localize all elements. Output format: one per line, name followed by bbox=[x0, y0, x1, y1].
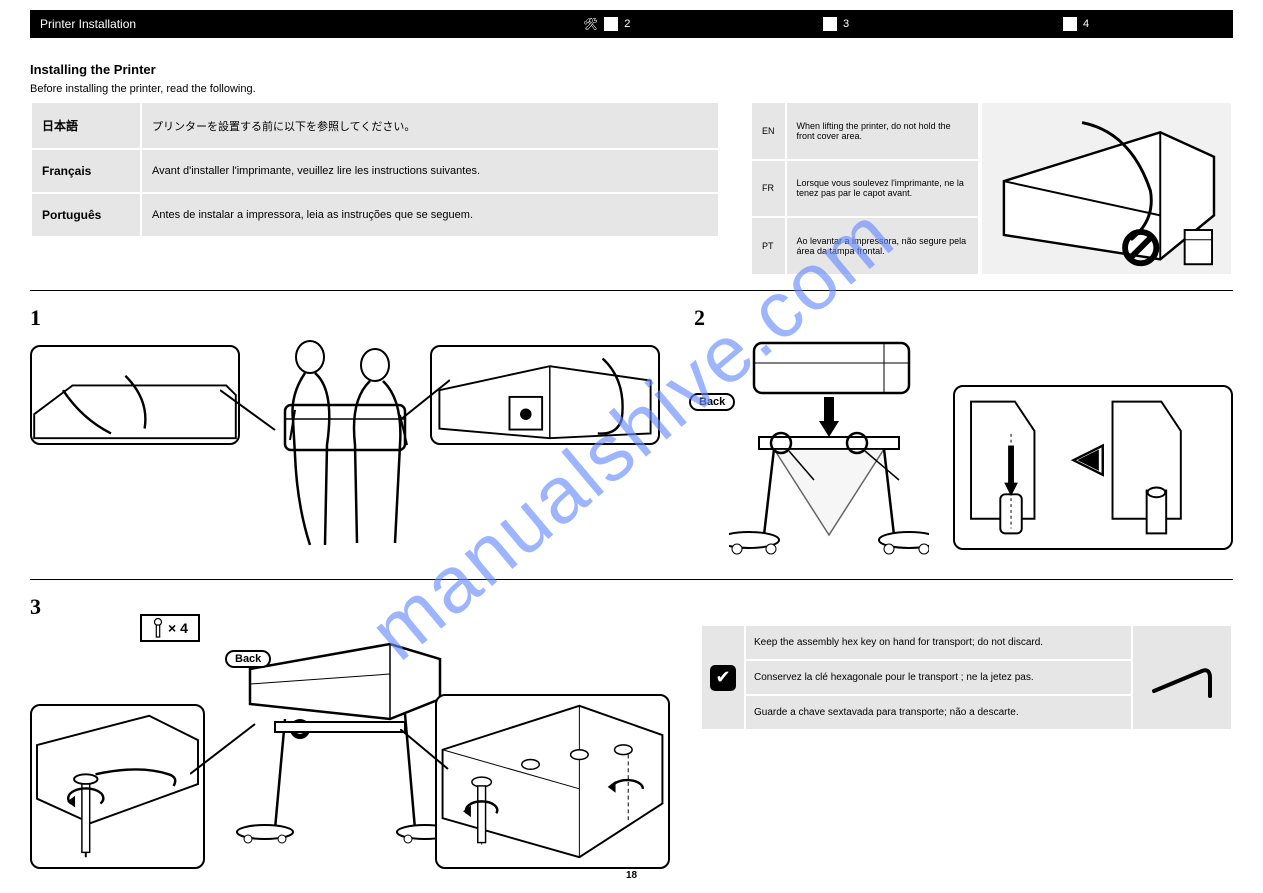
header-title-en: Printer Installation bbox=[40, 17, 136, 31]
step3-illustration-group: × 4 Back bbox=[30, 624, 670, 884]
lift-grip-right-detail bbox=[430, 345, 660, 445]
warning-illustration bbox=[980, 101, 1233, 276]
check-cell: ✔ bbox=[701, 625, 745, 730]
text-cell: Avant d'installer l'imprimante, veuillez… bbox=[141, 149, 719, 193]
indicator-box-1 bbox=[604, 17, 618, 31]
header-indicator-3: 4 bbox=[1063, 17, 1233, 31]
top-row: 日本語 プリンターを設置する前に以下を参照してください。 Français Av… bbox=[30, 101, 1233, 276]
lift-grip-left-detail bbox=[30, 345, 240, 445]
step1-illustration-group bbox=[30, 335, 670, 555]
step-3: 3 × 4 Back bbox=[30, 594, 670, 884]
back-label: Back bbox=[225, 650, 271, 668]
back-label: Back bbox=[689, 393, 735, 411]
printer-mount-stand-icon bbox=[729, 335, 929, 555]
indicator-box-2 bbox=[823, 17, 837, 31]
step3-row: 3 × 4 Back bbox=[30, 594, 1233, 884]
callout-line-icon bbox=[220, 380, 280, 440]
header-indicator-2: 3 bbox=[823, 17, 993, 31]
lang-cell: 日本語 bbox=[31, 102, 141, 149]
page-number: 18 bbox=[626, 870, 637, 881]
table-row: PT Ao levantar a impressora, não segure … bbox=[751, 217, 979, 275]
screw-detail-left bbox=[30, 704, 205, 869]
alignment-detail-box bbox=[953, 385, 1233, 550]
hexkey-note-table: ✔ Keep the assembly hex key on hand for … bbox=[700, 624, 1233, 731]
warn-text: When lifting the printer, do not hold th… bbox=[786, 102, 979, 160]
wrench-icon: 🛠 bbox=[583, 17, 598, 31]
callout-line-icon bbox=[400, 729, 450, 779]
callout-line-icon bbox=[400, 375, 450, 425]
warn-lang: PT bbox=[751, 217, 786, 275]
warn-text: Lorsque vous soulevez l'imprimante, ne l… bbox=[786, 160, 979, 218]
checkmark-icon: ✔ bbox=[710, 665, 736, 691]
table-row: 日本語 プリンターを設置する前に以下を参照してください。 bbox=[31, 102, 719, 149]
step-number-2: 2 bbox=[694, 305, 1233, 331]
screw-qty-text: × 4 bbox=[168, 620, 188, 636]
indicator-label-2: 3 bbox=[843, 18, 849, 30]
table-row: Français Avant d'installer l'imprimante,… bbox=[31, 149, 719, 193]
text-cell: プリンターを設置する前に以下を参照してください。 bbox=[141, 102, 719, 149]
page-header-bar: Printer Installation 🛠 2 3 4 bbox=[30, 10, 1233, 38]
step-number-1: 1 bbox=[30, 305, 670, 331]
table-row: ✔ Keep the assembly hex key on hand for … bbox=[701, 625, 1232, 660]
table-row: EN When lifting the printer, do not hold… bbox=[751, 102, 979, 160]
callout-line-icon bbox=[190, 719, 260, 789]
hexkey-image-cell bbox=[1132, 625, 1232, 730]
indicator-box-3 bbox=[1063, 17, 1077, 31]
two-people-lifting-icon bbox=[255, 335, 425, 555]
divider-line bbox=[30, 579, 1233, 580]
divider-line bbox=[30, 290, 1233, 291]
screw-detail-right bbox=[435, 694, 670, 869]
warn-lang: EN bbox=[751, 102, 786, 160]
printer-lift-wrong-icon bbox=[982, 103, 1231, 274]
warn-lang: FR bbox=[751, 160, 786, 218]
header-indicator-1: 🛠 2 bbox=[583, 17, 753, 31]
step-number-3: 3 bbox=[30, 594, 670, 620]
hexkey-text: Keep the assembly hex key on hand for tr… bbox=[745, 625, 1132, 660]
section-title: Installing the Printer bbox=[30, 62, 1233, 77]
hexkey-text: Guarde a chave sextavada para transporte… bbox=[745, 695, 1132, 730]
step-2: 2 Back bbox=[694, 305, 1233, 565]
hex-key-icon bbox=[1142, 636, 1222, 716]
indicator-label-1: 2 bbox=[624, 18, 630, 30]
step-1: 1 bbox=[30, 305, 670, 565]
lang-cell: Français bbox=[31, 149, 141, 193]
text-cell: Antes de instalar a impressora, leia as … bbox=[141, 193, 719, 237]
language-instruction-table: 日本語 プリンターを設置する前に以下を参照してください。 Français Av… bbox=[30, 101, 720, 238]
header-title: Printer Installation bbox=[40, 17, 136, 31]
warning-table: EN When lifting the printer, do not hold… bbox=[750, 101, 1233, 276]
hexkey-text: Conservez la clé hexagonale pour le tran… bbox=[745, 660, 1132, 695]
indicator-label-3: 4 bbox=[1083, 18, 1089, 30]
screw-icon bbox=[152, 618, 164, 638]
table-row: Português Antes de instalar a impressora… bbox=[31, 193, 719, 237]
header-indicators: 🛠 2 3 4 bbox=[583, 17, 1233, 31]
screw-count-badge: × 4 bbox=[140, 614, 200, 642]
lang-cell: Português bbox=[31, 193, 141, 237]
section-instruction: Before installing the printer, read the … bbox=[30, 83, 1233, 95]
step2-illustration-group: Back bbox=[694, 335, 1233, 565]
step-row-1-2: 1 bbox=[30, 305, 1233, 565]
table-row: FR Lorsque vous soulevez l'imprimante, n… bbox=[751, 160, 979, 218]
page-content: Installing the Printer Before installing… bbox=[30, 50, 1233, 883]
warn-text: Ao levantar a impressora, não segure pel… bbox=[786, 217, 979, 275]
